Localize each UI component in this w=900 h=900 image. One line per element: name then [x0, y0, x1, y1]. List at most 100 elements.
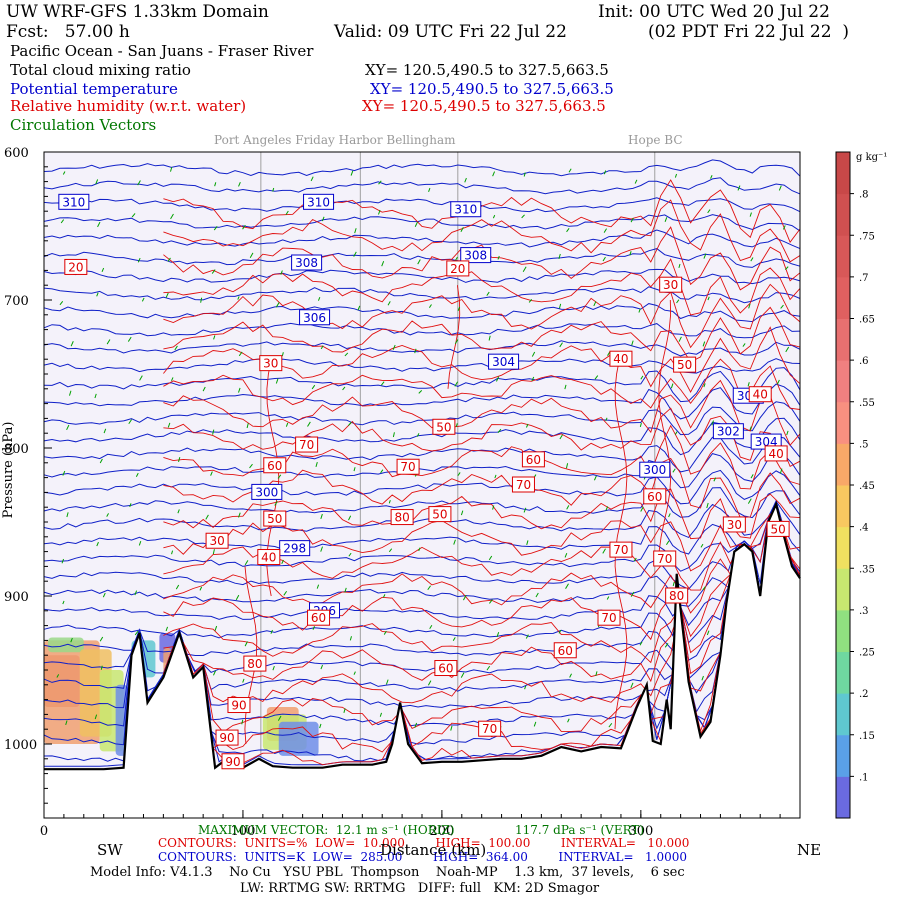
vector-arrow — [96, 541, 99, 547]
x-tick-label: 200 — [429, 824, 454, 839]
y-tick-label: 600 — [4, 146, 29, 161]
vector-arrow — [320, 345, 324, 350]
vector-arrow — [672, 468, 676, 473]
vector-arrow — [523, 172, 526, 177]
vector-arrow — [342, 386, 346, 391]
vector-arrow — [99, 636, 104, 642]
vector-arrow — [450, 725, 453, 731]
rh-contour-label-box — [748, 386, 772, 403]
colorbar-tick-label: .7 — [859, 273, 869, 284]
vector-arrow — [665, 540, 670, 546]
rh-isoline — [163, 379, 801, 447]
colorbar-segment — [836, 776, 850, 819]
vector-arrow — [353, 671, 356, 675]
vector-arrow — [640, 506, 644, 512]
vector-arrow — [606, 596, 610, 600]
rh-contour-label: 70 — [299, 438, 314, 452]
cloud-patch — [278, 721, 319, 756]
vector-arrow — [344, 352, 349, 357]
vector-arrow — [454, 381, 459, 387]
rh-contour-label-box — [511, 476, 535, 493]
vector-arrow — [65, 720, 68, 726]
vector-arrow — [214, 625, 218, 631]
x-tick-label: 100 — [231, 824, 256, 839]
vector-arrow — [348, 515, 352, 521]
vector-arrow — [706, 630, 710, 636]
vector-arrow — [702, 341, 706, 347]
colorbar-unit-label: g kg⁻¹ — [856, 152, 887, 163]
vector-arrow — [167, 257, 171, 262]
vector-arrow — [488, 555, 493, 561]
colorbar-segment — [836, 276, 850, 319]
vector-arrow — [242, 224, 246, 230]
vector-arrow — [380, 469, 384, 474]
vector-arrow — [488, 335, 491, 341]
vector-arrow — [165, 292, 169, 298]
vector-arrow — [106, 339, 111, 345]
vector-arrow — [320, 513, 323, 520]
theta-contour-label: 310 — [62, 195, 85, 209]
vector-arrow — [418, 389, 423, 394]
vector-arrow — [210, 471, 213, 476]
vector-arrow — [211, 269, 216, 274]
theta-contour-label-box — [450, 201, 482, 218]
vector-arrow — [428, 304, 432, 308]
vector-arrow — [312, 626, 315, 630]
vector-arrow — [630, 682, 634, 688]
vector-arrow — [564, 553, 568, 558]
terrain-fill — [44, 504, 800, 818]
vector-arrow — [212, 429, 215, 435]
rh-contour-label-box — [243, 655, 267, 672]
rh-contour-label: 90 — [225, 755, 240, 769]
vector-arrow — [175, 584, 180, 590]
vector-arrow — [454, 339, 459, 345]
vector-arrow — [742, 343, 746, 347]
vector-arrow — [782, 225, 786, 230]
vector-arrow — [246, 423, 249, 429]
rh-isoline — [163, 407, 801, 468]
vector-arrow — [60, 219, 65, 224]
rh-contour-label: 50 — [267, 512, 282, 526]
colorbar-tick-label: .4 — [859, 523, 869, 534]
theta-contour-label-box — [279, 540, 311, 557]
vector-arrow — [134, 630, 139, 636]
vector-arrow — [558, 629, 562, 634]
vector-arrow — [567, 718, 570, 723]
rh-isoline — [163, 179, 801, 244]
vector-arrow — [531, 376, 535, 382]
rh-contour-label: 50 — [436, 420, 451, 434]
vector-arrow — [631, 340, 634, 346]
vector-arrow — [486, 291, 490, 296]
contours-rh: CONTOURS: UNITS=% LOW= 10.000 HIGH= 100.… — [158, 836, 690, 850]
vector-arrow — [453, 539, 456, 545]
vector-arrow — [244, 560, 249, 566]
vector-arrow — [316, 584, 320, 589]
theta-isoline — [43, 340, 801, 357]
vector-arrow — [315, 461, 318, 467]
vector-arrow — [713, 477, 717, 482]
vector-arrow — [311, 384, 316, 390]
vector-arrow — [603, 228, 607, 233]
vector-arrow — [533, 721, 537, 727]
vector-arrow — [135, 472, 139, 477]
vector-arrow — [275, 302, 280, 308]
vector-arrow — [344, 587, 347, 593]
vector-arrow — [558, 253, 561, 260]
vector-arrow — [559, 434, 563, 440]
vector-arrow — [59, 301, 64, 306]
vector-arrow — [492, 171, 496, 177]
rh-contour-label-box — [64, 258, 88, 275]
theta-isoline — [43, 487, 801, 519]
vector-arrow — [703, 383, 706, 388]
vector-arrow — [95, 179, 99, 185]
colorbar-segment — [836, 609, 850, 652]
rh-contour-label-box — [659, 276, 683, 293]
rh-contour-label-box — [764, 445, 788, 462]
forecast-hour: Fcst: 57.00 h — [6, 22, 130, 42]
vector-arrow — [213, 335, 216, 340]
vector-arrow — [56, 674, 60, 678]
vector-arrow — [357, 305, 361, 311]
vector-arrow — [711, 420, 714, 426]
vector-arrow — [565, 463, 569, 469]
